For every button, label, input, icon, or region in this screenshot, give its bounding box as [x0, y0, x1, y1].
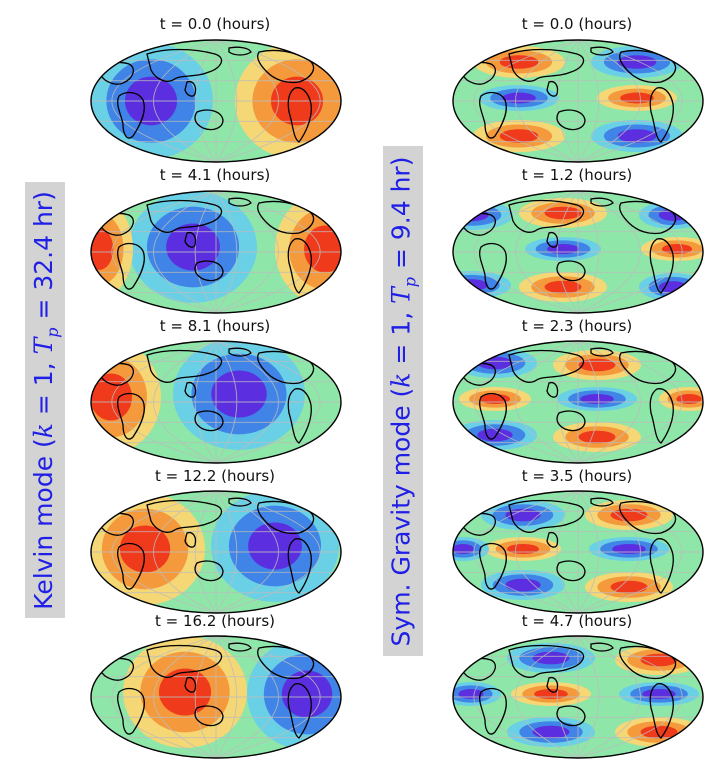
- gravity-map-t0: [452, 39, 704, 163]
- field-layer: [91, 191, 341, 313]
- kelvin-map-t2: [90, 340, 342, 464]
- field-layer: [91, 491, 341, 613]
- panel-title: t = 0.0 (hours): [159, 15, 271, 33]
- field-layer: [453, 191, 703, 313]
- field-layer: [91, 341, 341, 463]
- panel-title: t = 12.2 (hours): [154, 467, 276, 485]
- panel-title: t = 4.1 (hours): [159, 166, 271, 184]
- panel-title: t = 16.2 (hours): [154, 612, 276, 630]
- panel-title: t = 3.5 (hours): [521, 467, 633, 485]
- panel-title: t = 0.0 (hours): [521, 15, 633, 33]
- kelvin-map-t0: [90, 39, 342, 163]
- field-layer: [453, 636, 703, 758]
- panel-title: t = 2.3 (hours): [521, 317, 633, 335]
- panel-title: t = 4.7 (hours): [521, 612, 633, 630]
- kelvin-mode-label: Kelvin mode (k = 1, Tp = 32.4 hr): [25, 182, 65, 618]
- field-layer: [453, 491, 703, 613]
- panel-title: t = 8.1 (hours): [159, 317, 271, 335]
- field-layer: [91, 636, 341, 758]
- field-layer: [91, 40, 341, 162]
- panel-title: t = 1.2 (hours): [521, 166, 633, 184]
- gravity-map-t4: [452, 635, 704, 759]
- kelvin-map-t1: [90, 190, 342, 314]
- field-layer: [453, 40, 703, 162]
- gravity-map-t3: [452, 490, 704, 614]
- gravity-mode-label: Sym. Gravity mode (k = 1, Tp = 9.4 hr): [383, 146, 423, 656]
- kelvin-map-t3: [90, 490, 342, 614]
- gravity-map-t2: [452, 340, 704, 464]
- gravity-map-t1: [452, 190, 704, 314]
- field-layer: [453, 341, 703, 463]
- kelvin-map-t4: [90, 635, 342, 759]
